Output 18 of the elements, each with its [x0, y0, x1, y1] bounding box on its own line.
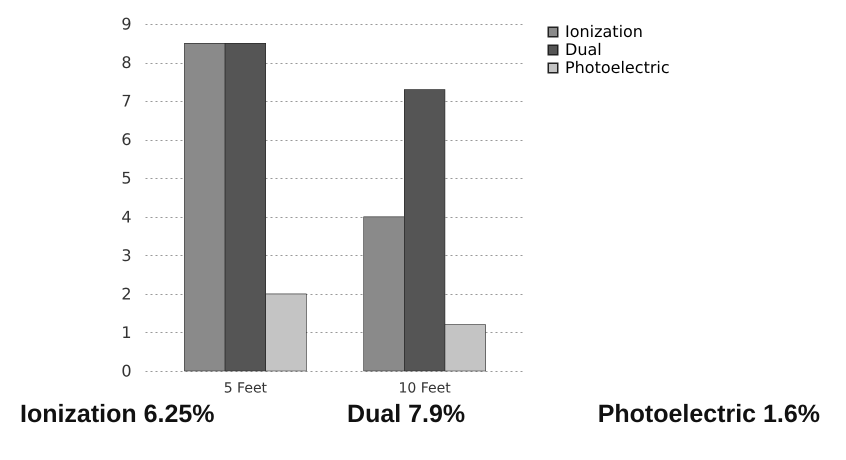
y-tick-label: 7	[121, 92, 132, 111]
text: Photoelectric 1.6%	[598, 400, 820, 429]
legend-label: Photoelectric	[565, 58, 670, 77]
y-tick-label: 3	[121, 246, 132, 265]
y-tick-label: 8	[121, 53, 132, 72]
x-tick-label: 10 Feet	[398, 380, 452, 396]
y-tick-label: 0	[121, 362, 132, 380]
legend-label: Dual	[565, 40, 602, 59]
legend-label: Ionization	[565, 22, 643, 41]
text: Dual 7.9%	[347, 400, 466, 429]
y-tick-label: 6	[121, 130, 132, 150]
y-tick-label: 1	[121, 322, 132, 342]
y-tick-label: 4	[121, 207, 132, 226]
y-tick-label: 2	[121, 284, 132, 304]
text: Ionization 6.25%	[20, 400, 214, 429]
y-tick-label: 5	[121, 168, 132, 188]
x-tick-label: 5 Feet	[224, 380, 268, 396]
y-tick-label: 9	[121, 14, 132, 34]
